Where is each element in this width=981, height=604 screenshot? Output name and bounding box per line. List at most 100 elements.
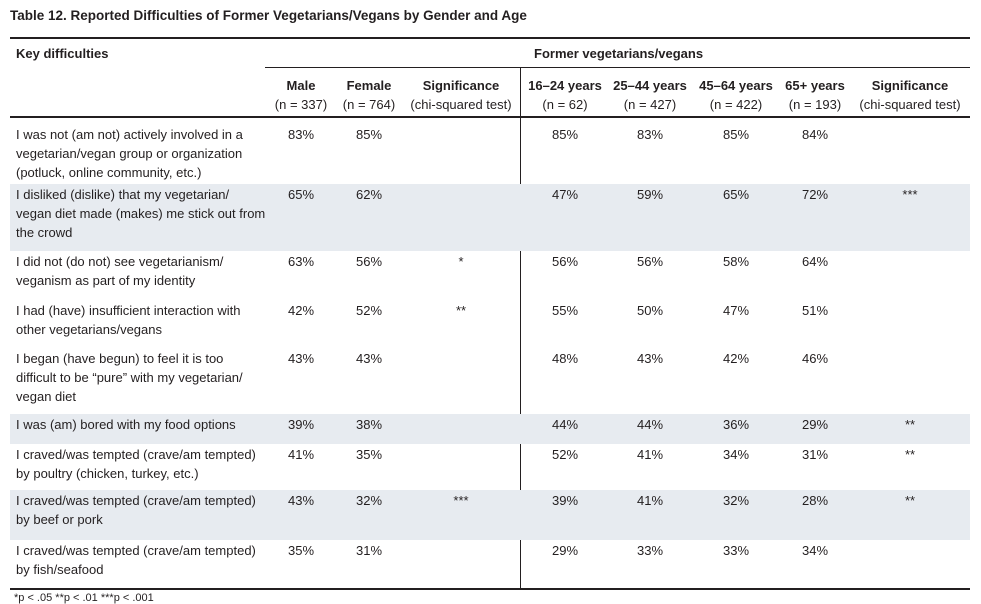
column-header-n: (n = 422) xyxy=(709,97,763,112)
column-header: 65+ years (n = 193) xyxy=(745,76,885,114)
table-cell: 35% xyxy=(355,447,383,462)
row-label: I craved/was tempted (crave/am tempted) … xyxy=(16,543,256,577)
table-cell: 43% xyxy=(355,351,383,366)
table-cell: 33% xyxy=(636,543,664,558)
table-cell: 47% xyxy=(722,303,750,318)
table-cell: 39% xyxy=(551,493,579,508)
table-cell: 72% xyxy=(801,187,829,202)
table-cell: ** xyxy=(904,493,916,508)
column-header-label: Female xyxy=(346,78,392,93)
table-cell: 34% xyxy=(801,543,829,558)
column-header-label: 45–64 years xyxy=(699,78,773,93)
table-cell: 58% xyxy=(722,254,750,269)
table-cell: ** xyxy=(904,417,916,432)
table-row: I craved/was tempted (crave/am tempted) … xyxy=(10,444,970,490)
bottom-rule xyxy=(10,588,970,590)
row-label: I had (have) insufficient interaction wi… xyxy=(16,303,241,337)
table-cell: 32% xyxy=(722,493,750,508)
table-cell: 32% xyxy=(355,493,383,508)
table-cell: 39% xyxy=(287,417,315,432)
column-header-n: (n = 764) xyxy=(342,97,396,112)
table-cell: 29% xyxy=(801,417,829,432)
row-label: I craved/was tempted (crave/am tempted) … xyxy=(16,493,256,527)
table-cell: 83% xyxy=(636,127,664,142)
column-header: 45–64 years (n = 422) xyxy=(666,76,806,114)
table-cell: 41% xyxy=(636,447,664,462)
table-row: I did not (do not) see vegetarianism/ ve… xyxy=(10,251,970,300)
top-rule xyxy=(10,37,970,39)
table-cell: 64% xyxy=(801,254,829,269)
column-header-label: Significance xyxy=(422,78,500,93)
column-header-label: Significance xyxy=(871,78,949,93)
table-cell: 42% xyxy=(287,303,315,318)
row-label: I disliked (dislike) that my vegetarian/… xyxy=(16,187,266,240)
row-label: I began (have begun) to feel it is too d… xyxy=(16,351,243,404)
table-cell: 31% xyxy=(355,543,383,558)
table-cell: 48% xyxy=(551,351,579,366)
table-cell: 29% xyxy=(551,543,579,558)
column-header-label: 16–24 years xyxy=(528,78,602,93)
header-rule xyxy=(10,116,970,118)
table-cell: 43% xyxy=(287,493,315,508)
footnote: *p < .05 **p < .01 ***p < .001 xyxy=(14,592,154,604)
table-cell: 56% xyxy=(551,254,579,269)
table-cell: *** xyxy=(902,187,918,202)
table-cell: 59% xyxy=(636,187,664,202)
column-header: 25–44 years (n = 427) xyxy=(580,76,720,114)
table-cell: 44% xyxy=(551,417,579,432)
table-cell: 28% xyxy=(801,493,829,508)
table-row: I disliked (dislike) that my vegetarian/… xyxy=(10,184,970,251)
column-header-n: (chi-squared test) xyxy=(410,97,512,112)
table-cell: 52% xyxy=(355,303,383,318)
table-title: Table 12. Reported Difficulties of Forme… xyxy=(10,8,527,23)
table-cell: 47% xyxy=(551,187,579,202)
table-row: I was (am) bored with my food options 39%… xyxy=(10,414,970,444)
table-cell: 56% xyxy=(636,254,664,269)
table-cell: ** xyxy=(904,447,916,462)
column-header-label: Male xyxy=(286,78,316,93)
table-cell: 41% xyxy=(287,447,315,462)
table-cell: 35% xyxy=(287,543,315,558)
table-row: I craved/was tempted (crave/am tempted) … xyxy=(10,540,970,588)
column-divider xyxy=(520,67,521,589)
table-cell: 84% xyxy=(801,127,829,142)
column-header-label: 65+ years xyxy=(785,78,845,93)
row-label: I did not (do not) see vegetarianism/ ve… xyxy=(16,254,224,288)
table-row: I craved/was tempted (crave/am tempted) … xyxy=(10,490,970,540)
row-label: I was not (am not) actively involved in … xyxy=(16,127,243,180)
table-cell: 52% xyxy=(551,447,579,462)
table-cell: 33% xyxy=(722,543,750,558)
table-cell: 46% xyxy=(801,351,829,366)
table-cell: 43% xyxy=(287,351,315,366)
table-cell: 31% xyxy=(801,447,829,462)
column-header: Female (n = 764) xyxy=(299,76,439,114)
table-cell: 85% xyxy=(551,127,579,142)
table-cell: 85% xyxy=(722,127,750,142)
column-header: Male (n = 337) xyxy=(231,76,371,114)
table-cell: 63% xyxy=(287,254,315,269)
column-header-label: 25–44 years xyxy=(613,78,687,93)
column-header-n: (chi-squared test) xyxy=(859,97,961,112)
table-cell: 43% xyxy=(636,351,664,366)
table-cell: * xyxy=(458,254,464,269)
column-header: 16–24 years (n = 62) xyxy=(495,76,635,114)
table-cell: 41% xyxy=(636,493,664,508)
table-cell: 36% xyxy=(722,417,750,432)
table-cell: ** xyxy=(455,303,467,318)
table-row: I began (have begun) to feel it is too d… xyxy=(10,348,970,414)
group-rule xyxy=(265,67,970,68)
table-cell: 34% xyxy=(722,447,750,462)
table-row: I had (have) insufficient interaction wi… xyxy=(10,300,970,348)
column-header: Significance (chi-squared test) xyxy=(840,76,980,114)
table-cell: 55% xyxy=(551,303,579,318)
table-cell: 56% xyxy=(355,254,383,269)
column-header-n: (n = 337) xyxy=(274,97,328,112)
table-row: I was not (am not) actively involved in … xyxy=(10,124,970,184)
table-cell: 85% xyxy=(355,127,383,142)
table-cell: 83% xyxy=(287,127,315,142)
table-cell: 50% xyxy=(636,303,664,318)
table-cell: 65% xyxy=(722,187,750,202)
table-cell: 65% xyxy=(287,187,315,202)
column-header-n: (n = 62) xyxy=(542,97,588,112)
table-cell: 42% xyxy=(722,351,750,366)
